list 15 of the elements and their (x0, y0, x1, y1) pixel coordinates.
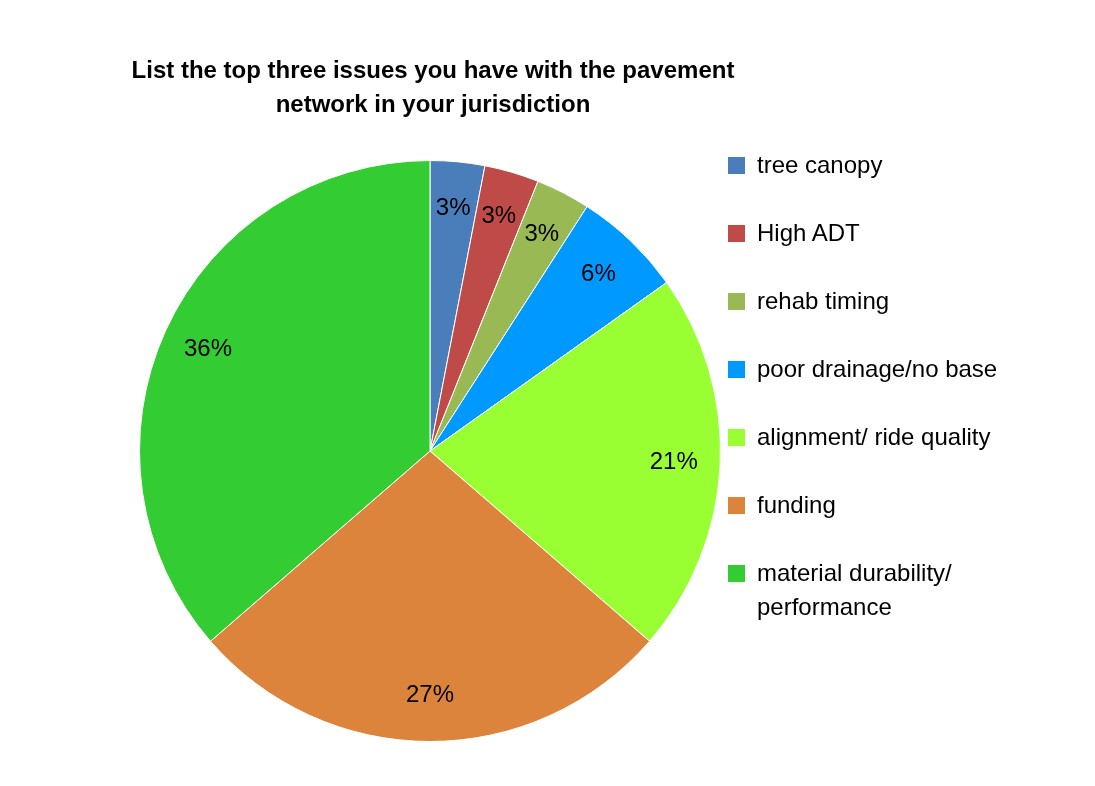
chart-title: List the top three issues you have with the pavement network in your jurisdiction (130, 55, 736, 119)
legend-label: material durability/ performance (757, 558, 953, 622)
data-label: 21% (649, 447, 698, 475)
legend-label: rehab timing (757, 286, 891, 316)
legend-label: High ADT (757, 218, 861, 248)
data-label: 3% (481, 201, 517, 229)
data-label: 27% (405, 679, 455, 707)
legend-label: tree canopy (757, 150, 884, 180)
data-label: 36% (184, 334, 233, 362)
data-label: 6% (581, 259, 616, 287)
data-label: 3% (435, 192, 471, 220)
legend-label: poor drainage/no base (757, 354, 999, 384)
legend-label: alignment/ ride quality (757, 422, 992, 452)
legend-label: funding (757, 490, 837, 520)
data-label: 3% (524, 218, 560, 246)
